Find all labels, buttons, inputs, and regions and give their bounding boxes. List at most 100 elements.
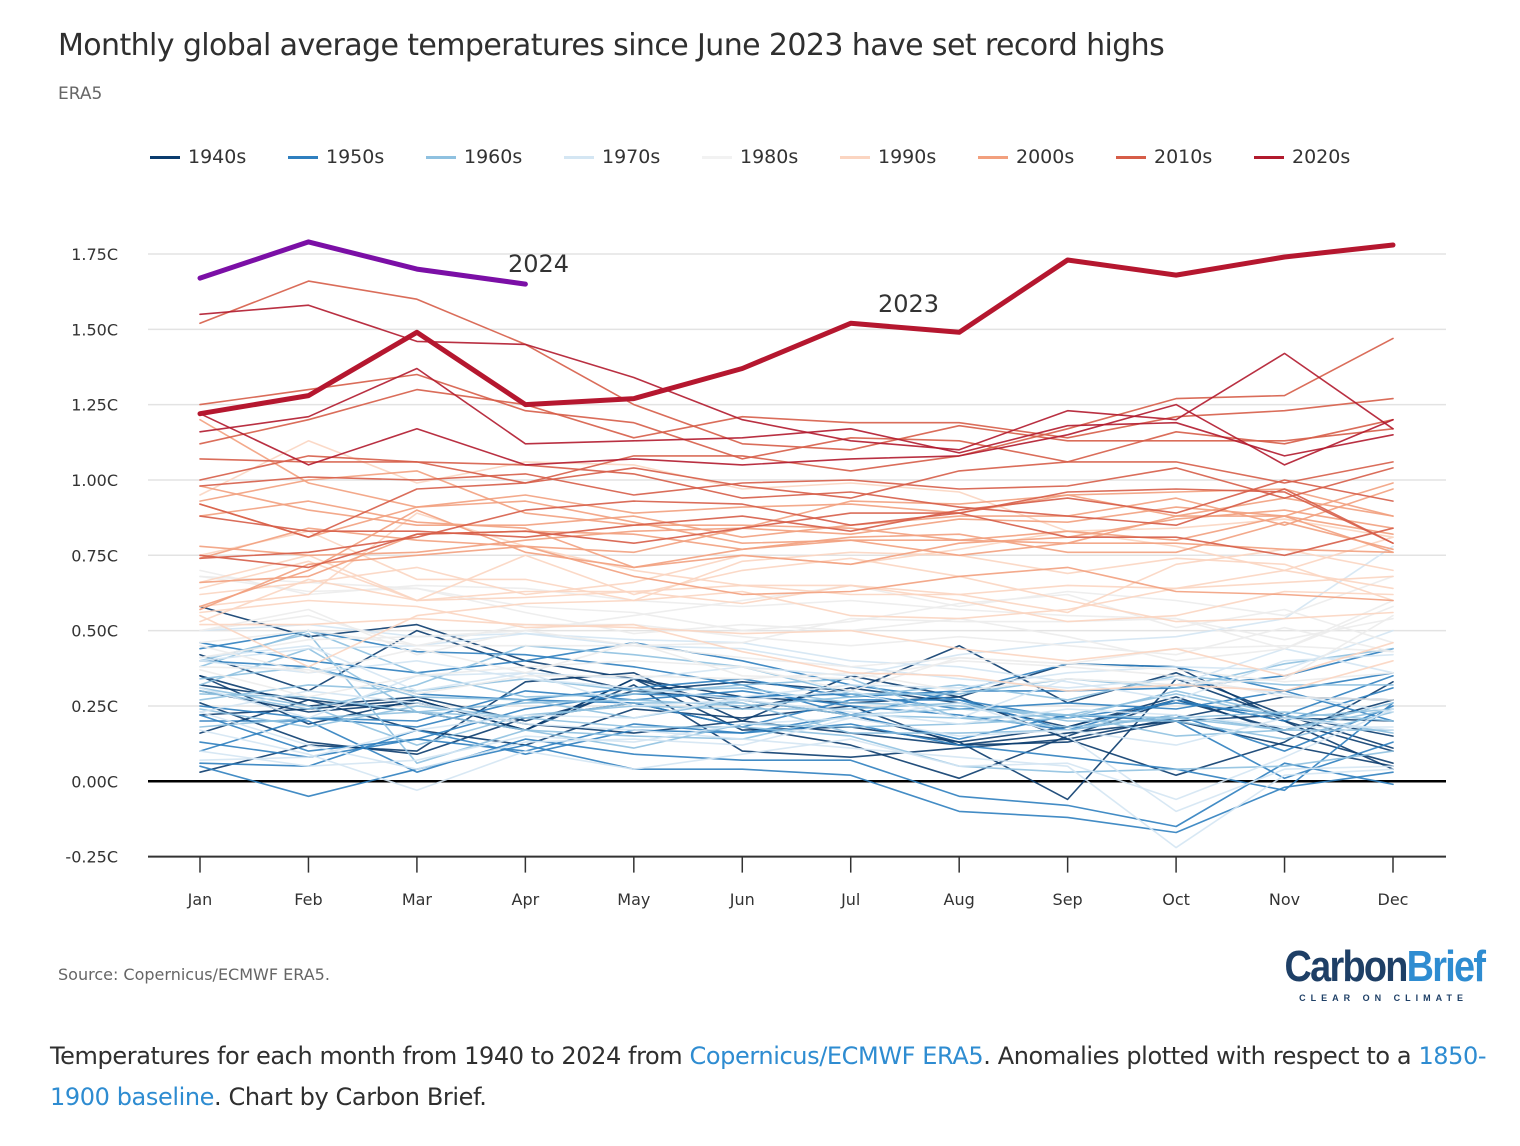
legend-swatch: [978, 155, 1008, 159]
legend-label: 2020s: [1292, 146, 1351, 168]
logo-brief: Brief: [1406, 942, 1486, 991]
carbonbrief-logo[interactable]: CarbonBrief CLEAR ON CLIMATE: [1252, 945, 1486, 1004]
series-line-2014: [199, 461, 1394, 539]
chart-subtitle: ERA5: [58, 84, 103, 104]
series-line-1959: [199, 687, 1394, 731]
x-tick-label: Nov: [1269, 890, 1300, 909]
series-line-2002: [199, 470, 1394, 554]
logo-tagline: CLEAR ON CLIMATE: [1299, 993, 1468, 1003]
y-tick-label: 1.00C: [71, 471, 118, 490]
series-line-1974: [199, 702, 1394, 813]
annotation-2024: 2024: [508, 250, 569, 278]
series-line-1990: [199, 512, 1394, 614]
series-line-2005: [199, 488, 1394, 539]
series-line-2012: [199, 488, 1394, 560]
series-line-2001: [199, 521, 1394, 584]
series-line-2017: [199, 373, 1394, 463]
series-line-2000: [199, 545, 1394, 611]
series-line-2006: [199, 482, 1394, 560]
x-tick-label: Feb: [294, 890, 322, 909]
series-line-1950: [199, 714, 1394, 780]
annotations: 2024 2023: [508, 250, 939, 318]
y-axis: -0.25C 0.00C 0.25C 0.50C 0.75C 1.00C 1.25C 1.50…: [65, 245, 118, 867]
series-line-2010: [199, 455, 1394, 545]
y-tick-label: -0.25C: [65, 848, 118, 867]
series-line-1972: [199, 629, 1394, 762]
series-line-1956: [199, 744, 1394, 834]
series-line-2018: [199, 467, 1394, 499]
y-tick-label: 0.75C: [71, 546, 118, 565]
series-line-1992: [199, 599, 1394, 692]
x-tick-label: Dec: [1378, 890, 1409, 909]
series-line-1977: [199, 632, 1394, 701]
series-line-1976: [199, 708, 1394, 801]
series-line-2004: [199, 500, 1394, 569]
source-note: Source: Copernicus/ECMWF ERA5.: [58, 965, 330, 984]
series-line-2020: [199, 304, 1394, 451]
legend-swatch: [564, 155, 594, 159]
series-line-1984: [199, 641, 1394, 701]
x-tick-label: Apr: [512, 890, 540, 909]
y-tick-label: 0.25C: [71, 697, 118, 716]
series-line-2016: [199, 280, 1394, 451]
legend-item-2020s: 2020s: [1254, 146, 1392, 168]
annotation-2023: 2023: [878, 290, 939, 318]
legend-swatch: [288, 155, 318, 159]
series-line-1953: [199, 629, 1394, 716]
legend-swatch: [1254, 155, 1284, 159]
series-line-1999: [199, 554, 1394, 602]
legend-item-2000s: 2000s: [978, 146, 1116, 168]
series-line-2008: [199, 509, 1394, 608]
series-line-1998: [199, 439, 1394, 572]
legend-label: 2000s: [1016, 146, 1075, 168]
y-tick-label: 1.25C: [71, 396, 118, 415]
x-tick-label: Sep: [1053, 890, 1083, 909]
x-tick-label: May: [617, 890, 650, 909]
series-line-1991: [199, 554, 1394, 623]
series-line-2024: [197, 239, 528, 287]
series-line-2007: [199, 418, 1394, 554]
x-tick-label: Aug: [944, 890, 975, 909]
series-line-1979: [199, 545, 1394, 719]
series-line-2022: [199, 367, 1394, 457]
legend-label: 1940s: [188, 146, 247, 168]
copernicus-link[interactable]: Copernicus/ECMWF ERA5: [689, 1042, 984, 1070]
y-tick-label: 1.75C: [71, 245, 118, 264]
chart-title: Monthly global average temperatures sinc…: [58, 28, 1165, 63]
series-line-1989: [199, 599, 1394, 659]
series-lines: [197, 239, 1396, 849]
series-line-2013: [199, 479, 1394, 539]
legend-item-2010s: 2010s: [1116, 146, 1254, 168]
series-line-1993: [199, 617, 1394, 677]
series-line-1958: [199, 641, 1394, 719]
y-tick-label: 0.00C: [71, 772, 118, 791]
x-tick-label: Oct: [1162, 890, 1190, 909]
series-line-1982: [199, 614, 1394, 695]
x-tick-label: Jan: [187, 890, 213, 909]
series-line-2021: [199, 403, 1394, 466]
legend-label: 2010s: [1154, 146, 1213, 168]
caption-text: . Chart by Carbon Brief.: [214, 1083, 487, 1111]
series-line-1968: [199, 690, 1394, 749]
logo-carbon: Carbon: [1284, 942, 1409, 991]
legend-item-1980s: 1980s: [702, 146, 840, 168]
legend-swatch: [840, 155, 870, 159]
x-axis: Jan Feb Mar Apr May Jun Jul Aug Sep Oct Nov Dec: [187, 856, 1409, 909]
series-line-1973: [199, 623, 1394, 713]
line-chart: -0.25C 0.00C 0.25C 0.50C 0.75C 1.00C 1.25C 1.50…: [65, 239, 1446, 909]
legend-item-1940s: 1940s: [150, 146, 288, 168]
logo-wordmark: CarbonBrief: [1284, 942, 1486, 991]
series-line-2003: [199, 485, 1394, 539]
legend-swatch: [426, 155, 456, 159]
y-tick-label: 1.50C: [71, 320, 118, 339]
series-line-1960: [199, 687, 1394, 746]
series-line-1980: [199, 614, 1394, 656]
series-line-1967: [199, 632, 1394, 765]
series-line-1995: [199, 530, 1394, 602]
y-tick-label: 0.50C: [71, 622, 118, 641]
caption-text: Temperatures for each month from 1940 to…: [50, 1042, 690, 1070]
legend-item-1960s: 1960s: [426, 146, 564, 168]
series-line-2023: [197, 242, 1396, 417]
baseline-link[interactable]: 1850-1900 baseline: [50, 1042, 1487, 1111]
series-line-1986: [199, 629, 1394, 668]
